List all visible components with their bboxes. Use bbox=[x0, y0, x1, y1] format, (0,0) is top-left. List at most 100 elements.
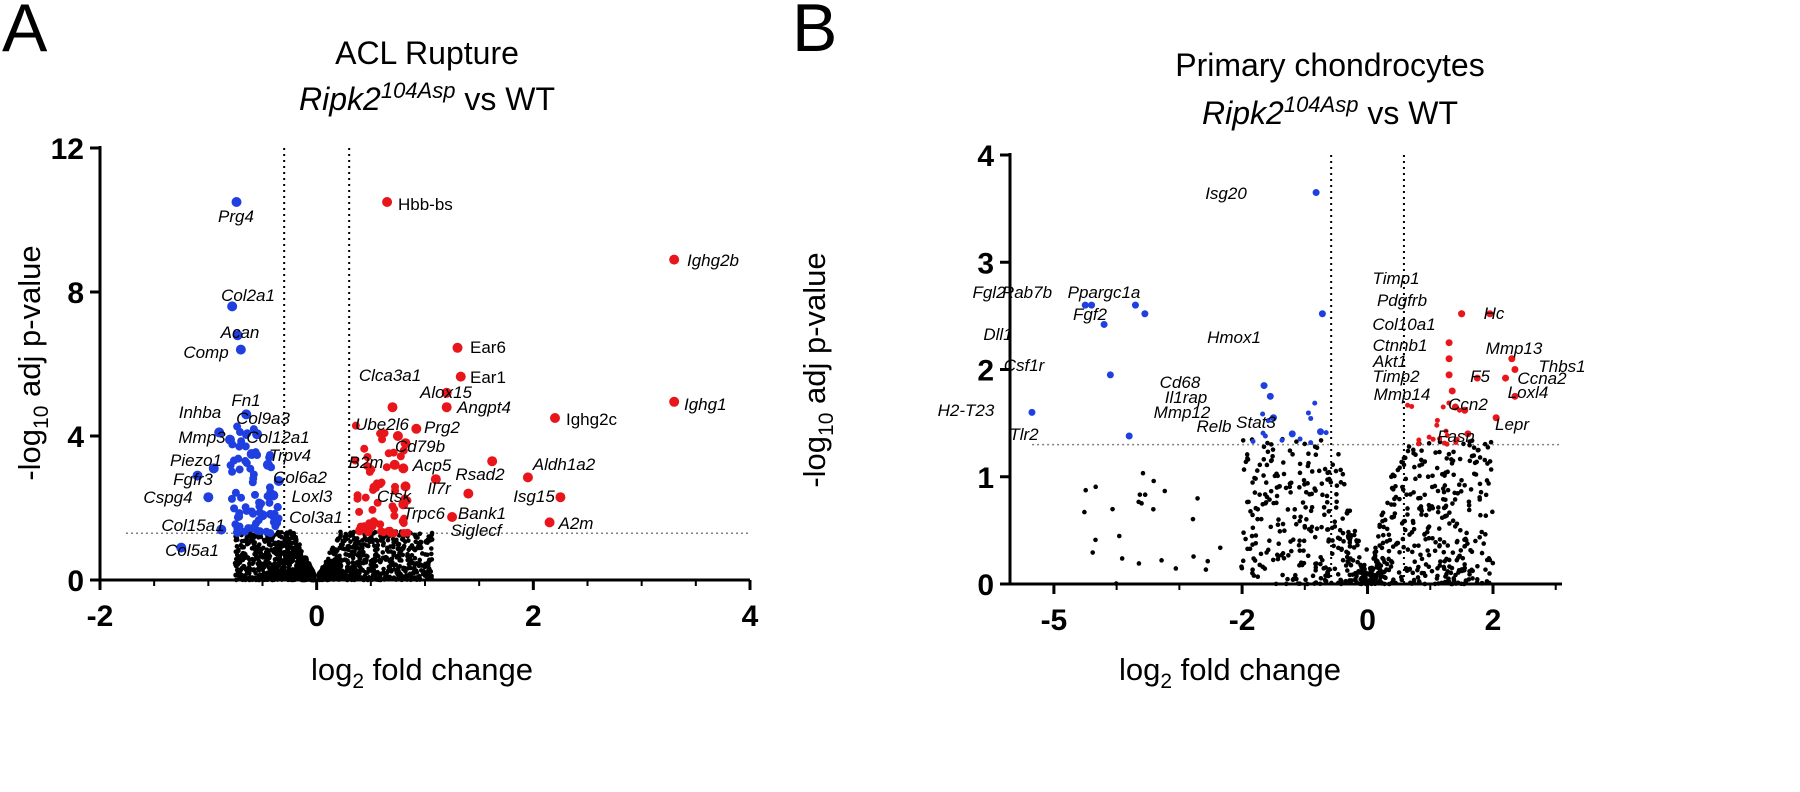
ns-point bbox=[1280, 521, 1286, 527]
ns-point bbox=[290, 531, 296, 536]
ns-point bbox=[1400, 487, 1406, 492]
down-point bbox=[231, 488, 240, 497]
ns-point bbox=[300, 559, 305, 565]
chart-title-line1: Primary chondrocytes bbox=[1175, 47, 1484, 83]
ns-point bbox=[1422, 492, 1428, 498]
ns-point bbox=[257, 566, 262, 572]
down-point bbox=[228, 467, 237, 476]
gene-point-clca3a1 bbox=[387, 402, 398, 413]
ns-point bbox=[1462, 562, 1467, 567]
ns-point bbox=[1454, 521, 1460, 527]
up-point bbox=[363, 452, 372, 461]
up-point bbox=[384, 449, 393, 458]
y-tick-label: 0 bbox=[977, 569, 994, 602]
ns-point bbox=[1466, 503, 1472, 508]
chart-title-line1: ACL Rupture bbox=[335, 35, 519, 71]
ns-point bbox=[1397, 550, 1402, 555]
ns-point bbox=[1386, 532, 1392, 538]
ns-point bbox=[1245, 499, 1250, 505]
ns-point bbox=[1446, 557, 1452, 563]
ns-point bbox=[1288, 490, 1293, 495]
gene-label: Loxl3 bbox=[292, 487, 333, 506]
ns-point bbox=[1286, 553, 1291, 558]
ns-point bbox=[373, 552, 378, 558]
ns-point bbox=[1438, 559, 1443, 564]
ns-point bbox=[274, 531, 280, 537]
ns-point bbox=[370, 557, 376, 563]
ns-point bbox=[1329, 525, 1335, 531]
ns-point bbox=[1093, 484, 1098, 490]
ns-point bbox=[1240, 558, 1246, 564]
ns-point bbox=[1444, 571, 1449, 577]
ns-point bbox=[1426, 564, 1432, 570]
ns-point bbox=[1393, 542, 1399, 547]
down-point bbox=[241, 503, 250, 512]
y-axis-title: -log10 adj p-value bbox=[12, 245, 53, 480]
gene-label: Angpt4 bbox=[456, 398, 511, 417]
ns-point bbox=[1392, 496, 1397, 502]
ns-point bbox=[1142, 492, 1148, 498]
ns-point bbox=[1459, 568, 1465, 574]
down-point bbox=[235, 465, 244, 474]
ns-point bbox=[1313, 452, 1319, 458]
down-point bbox=[241, 442, 250, 451]
ns-point bbox=[1298, 560, 1304, 565]
ns-point bbox=[1490, 560, 1496, 566]
ns-point bbox=[1451, 449, 1456, 455]
ns-point bbox=[428, 546, 434, 551]
ns-point bbox=[1460, 555, 1466, 561]
ns-point bbox=[1468, 547, 1473, 553]
ns-point bbox=[1245, 546, 1250, 552]
gene-point-col9a3 bbox=[252, 429, 263, 440]
gene-label: Ighg2b bbox=[687, 251, 739, 270]
ns-point bbox=[1338, 480, 1344, 485]
ns-point bbox=[1446, 579, 1452, 585]
ns-point bbox=[1308, 508, 1314, 514]
gene-label: Cspg4 bbox=[143, 488, 192, 507]
ns-point bbox=[425, 537, 430, 543]
ns-point bbox=[282, 565, 287, 570]
ns-point bbox=[1364, 547, 1369, 552]
ns-point bbox=[1340, 516, 1345, 521]
ns-point bbox=[399, 558, 404, 563]
gene-label: Prg4 bbox=[218, 207, 254, 226]
ns-point bbox=[1340, 557, 1346, 563]
ns-point bbox=[1382, 517, 1388, 523]
ns-point bbox=[410, 575, 415, 581]
ns-point bbox=[1347, 544, 1353, 549]
ns-point bbox=[1267, 538, 1272, 544]
ns-point bbox=[1466, 499, 1472, 505]
ns-point bbox=[1287, 448, 1293, 453]
up-point bbox=[1405, 402, 1411, 408]
ns-point bbox=[272, 569, 277, 574]
ns-point bbox=[1429, 568, 1435, 574]
ns-point bbox=[1444, 456, 1450, 461]
ns-point bbox=[1347, 579, 1352, 585]
gene-point-rab7b bbox=[1088, 301, 1096, 309]
ns-point bbox=[1442, 579, 1448, 585]
ns-point bbox=[319, 573, 325, 578]
gene-label: Alox15 bbox=[419, 383, 473, 402]
ns-point bbox=[1485, 445, 1491, 450]
ns-point bbox=[412, 565, 417, 571]
ns-point bbox=[1466, 507, 1472, 513]
ns-point bbox=[1369, 565, 1375, 571]
gene-point-trpv4 bbox=[262, 459, 273, 470]
gene-label: Fgfr3 bbox=[173, 470, 213, 489]
ns-point bbox=[1272, 473, 1278, 479]
ns-point bbox=[1373, 572, 1379, 578]
ns-point bbox=[275, 577, 280, 582]
ns-point bbox=[1381, 524, 1386, 530]
ns-point bbox=[1340, 530, 1346, 536]
up-point bbox=[403, 528, 412, 537]
chart-title-line2: Ripk2104Asp vs WT bbox=[299, 78, 555, 117]
ns-point bbox=[261, 537, 267, 543]
ns-point bbox=[1322, 466, 1328, 472]
ns-point bbox=[1487, 557, 1493, 563]
gene-label: Mmp13 bbox=[1486, 339, 1543, 358]
ns-point bbox=[1285, 576, 1290, 582]
ns-point bbox=[1482, 441, 1488, 447]
ns-point bbox=[1332, 519, 1338, 525]
ns-point bbox=[1471, 471, 1477, 477]
ns-point bbox=[1318, 561, 1323, 567]
